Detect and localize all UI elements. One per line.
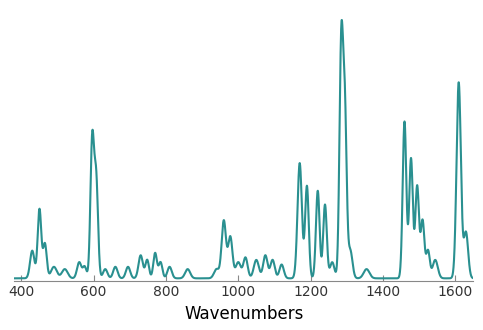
X-axis label: Wavenumbers: Wavenumbers (184, 305, 303, 323)
